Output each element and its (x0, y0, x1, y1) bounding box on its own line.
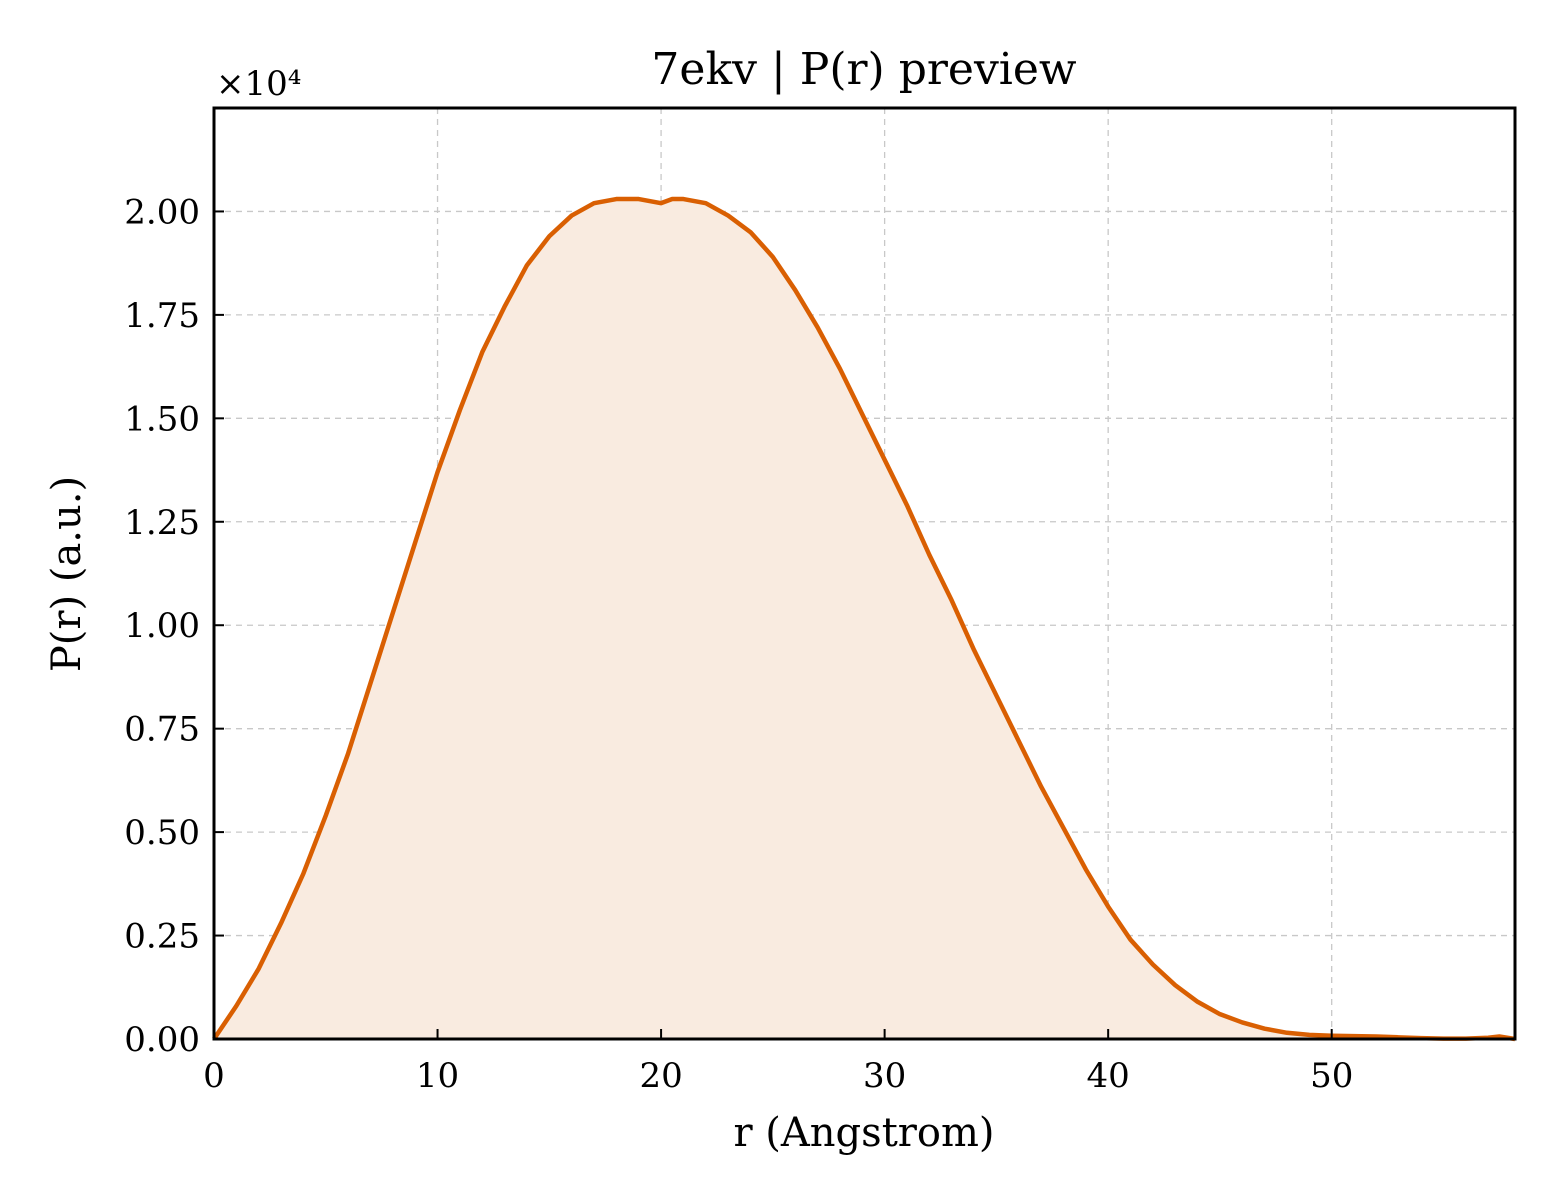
series-line (212, 196, 1516, 1042)
y-tick-label: 0.25 (124, 917, 200, 957)
chart-title: 7ekv | P(r) preview (651, 44, 1077, 95)
y-tick-label: 1.75 (124, 296, 200, 336)
x-tick-label: 30 (863, 1056, 906, 1096)
y-tick-label: 2.00 (124, 192, 200, 232)
y-tick-label: 1.00 (124, 606, 200, 646)
x-tick-label: 50 (1310, 1056, 1353, 1096)
x-axis-label: r (Angstrom) (733, 1110, 994, 1156)
y-tick-label: 1.50 (124, 399, 200, 439)
x-tick-label: 10 (416, 1056, 459, 1096)
x-tick-label: 40 (1087, 1056, 1130, 1096)
x-tick-label: 20 (639, 1056, 682, 1096)
y-axis-multiplier: ×10⁴ (216, 64, 301, 104)
y-tick-label: 0.50 (124, 813, 200, 853)
series-area-fill (214, 199, 1515, 1039)
axis-ticks: 0 10 20 30 40 50 0.00 0.25 0.50 0.75 1.00 1.25 1.50 1… (124, 192, 1353, 1096)
x-tick-label: 0 (203, 1056, 225, 1096)
y-tick-label: 1.25 (124, 503, 200, 543)
plot-frame (212, 106, 1517, 1041)
y-tick-label: 0.00 (124, 1020, 200, 1060)
y-axis-label: P(r) (a.u.) (44, 476, 90, 672)
y-tick-label: 0.75 (124, 710, 200, 750)
